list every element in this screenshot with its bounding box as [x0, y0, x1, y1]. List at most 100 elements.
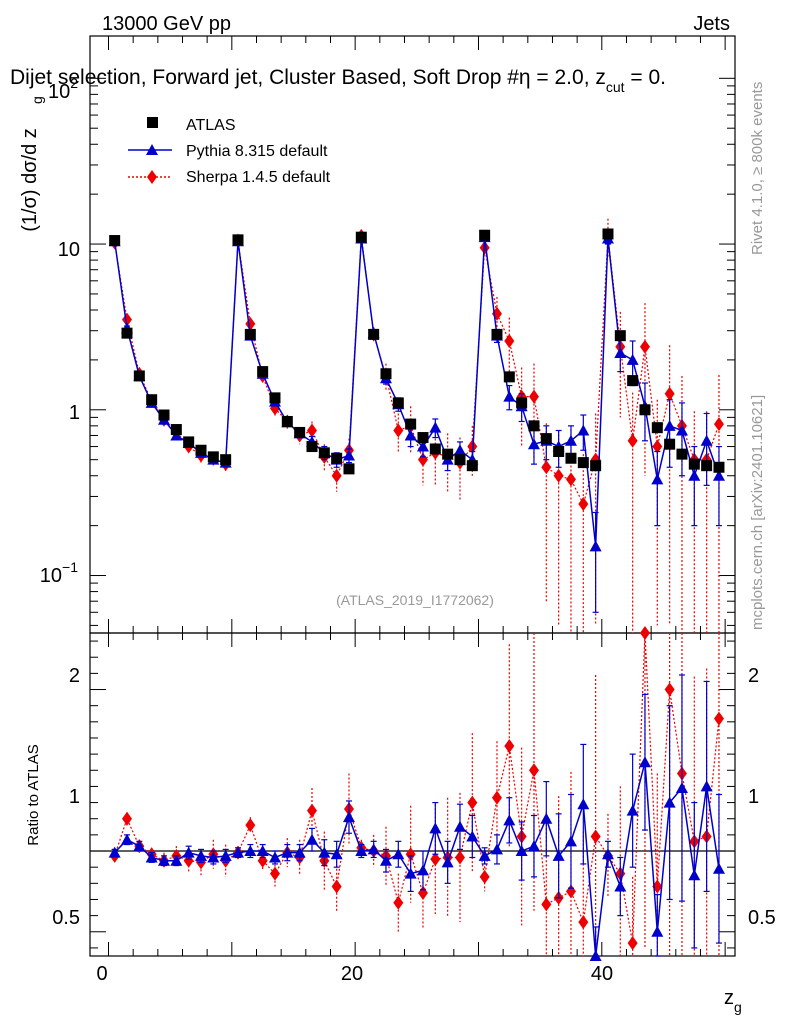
xtick-label: 40	[591, 963, 613, 985]
pythia-ratio-point	[367, 843, 380, 855]
pythia-ratio-point	[256, 845, 269, 857]
atlas-point	[454, 454, 466, 466]
atlas-point	[639, 404, 651, 416]
pythia-ratio-point	[564, 835, 577, 847]
pythia-main-point	[342, 449, 355, 461]
main-ytick-top-exp: 2	[70, 75, 78, 91]
pythia-main-point	[429, 421, 442, 433]
atlas-point	[442, 448, 454, 460]
pythia-ratio-point	[700, 780, 713, 792]
pythia-main-point	[564, 434, 577, 446]
atlas-point	[109, 235, 121, 247]
ratio-ytick-label-right: 1	[748, 786, 759, 808]
main-ytick-label: 10	[58, 239, 80, 261]
sherpa-ratio-point	[479, 869, 490, 884]
sherpa-ratio-point	[405, 847, 416, 862]
atlas-point	[664, 438, 676, 450]
pythia-ratio-point	[651, 925, 664, 937]
atlas-point	[281, 415, 293, 427]
pythia-ratio-point	[194, 849, 207, 861]
legend-pythia-label: Pythia 8.315 default	[186, 143, 328, 160]
pythia-ratio-point	[231, 846, 244, 858]
sherpa-main-point	[331, 468, 342, 483]
atlas-point	[195, 444, 207, 456]
main-ylabel-sub: g	[29, 96, 45, 104]
atlas-point	[577, 457, 589, 469]
atlas-point	[417, 432, 429, 444]
ratio-ytick-label: 2	[69, 665, 80, 687]
pythia-ratio-point	[108, 846, 121, 858]
sherpa-ratio-point	[393, 895, 404, 910]
atlas-point	[688, 458, 700, 470]
pythia-ratio-point	[527, 840, 540, 852]
ratio-plot-frame	[89, 632, 736, 957]
atlas-point	[466, 460, 478, 472]
pythia-ratio-point	[330, 848, 343, 860]
pythia-ratio-point	[281, 846, 294, 858]
pythia-main-point	[416, 440, 429, 452]
pythia-main-point	[712, 469, 725, 481]
analysis-label: (ATLAS_2019_I1772062)	[336, 592, 494, 608]
atlas-point	[590, 460, 602, 472]
sherpa-ratio-point	[430, 852, 441, 867]
pythia-ratio-point	[157, 854, 170, 866]
pythia-ratio-point	[170, 854, 183, 866]
sherpa-main-point	[417, 452, 428, 467]
pythia-ratio-point	[638, 756, 651, 768]
sherpa-ratio-point	[639, 626, 650, 640]
pythia-main-line	[113, 237, 720, 547]
atlas-point	[405, 418, 417, 430]
atlas-point	[331, 452, 343, 464]
main-ytick-bottom-base: 10	[40, 565, 62, 587]
atlas-point	[133, 370, 145, 382]
ratio-ytick-label: 0.5	[52, 907, 80, 929]
pythia-ratio-point	[552, 849, 565, 861]
atlas-point	[183, 436, 195, 448]
legend: ATLAS Pythia 8.315 default Sherpa 1.4.5 …	[128, 117, 331, 186]
process-label: Jets	[693, 13, 730, 35]
atlas-point	[269, 392, 281, 404]
pythia-main-point	[688, 469, 701, 481]
pythia-main-point	[626, 353, 639, 365]
xlabel-sub: g	[734, 999, 742, 1015]
atlas-point	[713, 461, 725, 473]
xtick-label: 0	[96, 963, 107, 985]
energy-label: 13000 GeV pp	[102, 13, 231, 35]
atlas-point	[553, 446, 565, 458]
ratio-ylabel-group: Ratio to ATLAS	[25, 744, 42, 845]
atlas-point	[220, 454, 232, 466]
xlabel: zg	[724, 987, 742, 1015]
mcplots-label-group: mcplots.cern.ch [arXiv:2401.10621]	[749, 395, 766, 630]
sherpa-ratio-line	[114, 632, 720, 944]
legend-sherpa-marker	[147, 170, 157, 184]
pythia-ratio-point	[688, 869, 701, 881]
pythia-ratio-point	[182, 846, 195, 858]
pythia-ratio-point	[503, 814, 516, 826]
sherpa-main-point	[627, 433, 638, 448]
sherpa-main-point	[639, 339, 650, 354]
pythia-ratio-point	[453, 820, 466, 832]
pythia-ratio-point	[663, 796, 676, 808]
pythia-main-point	[527, 438, 540, 450]
pythia-ratio-point	[355, 845, 368, 857]
pythia-main-point	[663, 419, 676, 431]
atlas-point	[368, 328, 380, 340]
atlas-point	[528, 420, 540, 432]
sherpa-ratio-point	[306, 803, 317, 818]
atlas-point	[170, 424, 182, 436]
main-ytick-top-base: 10	[48, 81, 70, 103]
atlas-point	[294, 426, 306, 438]
pythia-ratio-point	[577, 798, 590, 810]
sherpa-main-point	[393, 423, 404, 438]
sherpa-ratio-point	[491, 790, 502, 805]
pythia-ratio-point	[120, 833, 133, 845]
rivet-label: Rivet 4.1.0, ≥ 800k events	[749, 82, 766, 255]
plot-title-beta: η = 2.0, z	[519, 66, 606, 89]
atlas-point	[479, 229, 491, 241]
mcplots-label: mcplots.cern.ch [arXiv:2401.10621]	[749, 395, 766, 630]
pythia-ratio-point	[342, 811, 355, 823]
pythia-ratio-point	[392, 848, 405, 860]
sherpa-main-point	[578, 497, 589, 512]
sherpa-main-point	[565, 472, 576, 487]
pythia-ratio-point	[712, 862, 725, 874]
